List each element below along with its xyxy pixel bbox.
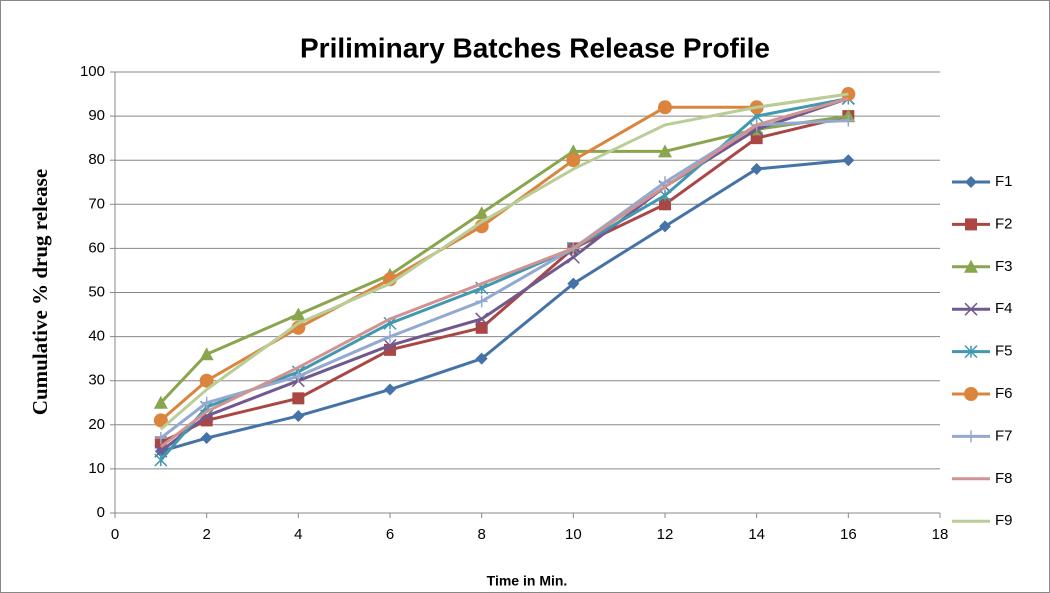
marker	[153, 395, 168, 409]
y-tick-label: 0	[97, 504, 105, 521]
legend-label: F3	[995, 258, 1013, 275]
marker	[842, 114, 855, 127]
marker	[474, 206, 489, 220]
marker	[384, 330, 396, 343]
marker	[658, 144, 672, 158]
marker	[292, 392, 305, 405]
legend-label: F9	[995, 512, 1013, 529]
legend-marker	[964, 387, 978, 401]
marker	[658, 188, 672, 203]
y-tick-label: 50	[88, 283, 105, 300]
y-tick-label: 70	[88, 195, 105, 212]
marker	[153, 413, 168, 428]
x-tick-label: 8	[477, 526, 485, 543]
y-tick-label: 20	[88, 416, 105, 433]
x-tick-label: 2	[202, 526, 210, 543]
legend-marker	[965, 218, 977, 231]
marker	[475, 352, 488, 365]
x-tick-label: 12	[657, 526, 674, 543]
x-tick-label: 4	[294, 526, 302, 543]
series-line	[159, 97, 849, 449]
x-tick-label: 0	[111, 526, 119, 543]
y-tick-label: 10	[88, 460, 105, 477]
legend-label: F6	[995, 385, 1013, 402]
marker	[475, 321, 488, 334]
x-tick-label: 14	[748, 526, 765, 543]
marker	[842, 154, 855, 167]
legend-label: F5	[995, 343, 1013, 360]
marker	[292, 370, 305, 383]
legend-label: F2	[995, 215, 1013, 232]
legend-label: F8	[995, 470, 1013, 487]
marker	[475, 295, 488, 308]
y-tick-label: 90	[88, 107, 105, 124]
marker	[154, 432, 167, 445]
marker	[659, 198, 671, 211]
marker	[566, 144, 581, 158]
x-tick-label: 16	[840, 526, 857, 543]
marker	[200, 396, 213, 409]
marker	[199, 373, 214, 388]
y-tick-label: 30	[88, 372, 105, 389]
x-tick-label: 10	[565, 526, 582, 543]
y-tick-label: 100	[80, 63, 105, 80]
legend-marker	[965, 430, 977, 443]
marker	[154, 453, 168, 467]
marker	[567, 277, 580, 290]
marker	[291, 307, 306, 321]
marker	[200, 432, 213, 445]
legend-label: F7	[995, 427, 1013, 444]
series-line	[159, 92, 849, 431]
y-tick-label: 40	[88, 328, 105, 345]
marker	[383, 338, 397, 352]
legend-label: F4	[995, 300, 1013, 317]
x-tick-label: 18	[932, 526, 949, 543]
marker	[199, 347, 214, 361]
y-tick-label: 60	[88, 239, 105, 256]
marker	[475, 312, 489, 326]
x-axis-label: Time in Min.	[487, 573, 568, 589]
legend-marker	[964, 345, 978, 359]
y-axis-label: Cumulative % drug release	[28, 169, 52, 415]
legend-label: F1	[995, 173, 1013, 190]
legend-marker	[964, 302, 978, 316]
y-tick-label: 80	[88, 151, 105, 168]
legend-marker	[965, 176, 977, 188]
chart-title: Priliminary Batches Release Profile	[300, 32, 770, 63]
x-tick-label: 6	[386, 526, 394, 543]
marker	[292, 409, 305, 422]
marker	[658, 100, 672, 115]
marker	[566, 153, 581, 168]
legend-marker	[964, 259, 978, 273]
marker	[750, 163, 763, 176]
marker	[384, 383, 396, 396]
marker	[659, 220, 671, 233]
